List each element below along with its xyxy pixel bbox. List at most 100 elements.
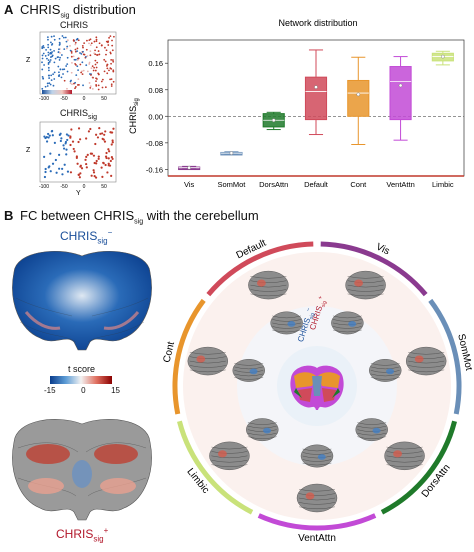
embed-point	[106, 72, 109, 75]
embed-sig-point	[64, 142, 67, 145]
colorbar-tick-max: 15	[111, 386, 120, 395]
embed-point	[82, 84, 84, 87]
embed-point	[49, 48, 52, 51]
embed-xtick-label: -50	[60, 184, 67, 190]
embed-sig-point	[109, 159, 112, 163]
cerebellum-thumbnail	[345, 270, 386, 300]
embed-xtick-label: -100	[39, 96, 49, 102]
embed-point	[63, 68, 66, 71]
box-mean-point	[314, 85, 318, 89]
embed-point	[86, 39, 88, 42]
embed-point	[90, 67, 93, 70]
panel-b-letter: B	[4, 208, 14, 223]
embed-point	[77, 78, 80, 81]
cerebellum-thumbnail	[232, 359, 265, 382]
embed-point	[59, 51, 61, 54]
embed-sig-point	[59, 132, 62, 135]
embed-point	[89, 86, 92, 89]
embed-point	[94, 69, 97, 72]
cerebellum-thumbnail	[187, 346, 229, 376]
box-mean-point	[356, 92, 361, 97]
network-ring-diagram: Default VisSomMotDorsAttnVentAttnLimbicCo…	[162, 238, 472, 544]
embed-point	[94, 49, 96, 52]
embed-sig-point	[59, 139, 62, 143]
embed-point	[74, 86, 77, 88]
embed-point	[110, 62, 112, 65]
ring-arc	[428, 298, 462, 415]
embed-point	[53, 49, 55, 52]
embed-point	[101, 86, 104, 89]
embed-bottom-title: CHRISsig	[60, 108, 97, 121]
embed-sig-point	[63, 163, 66, 166]
embed-sig-point	[101, 175, 104, 178]
embed-sig-point	[105, 151, 108, 155]
embed-point	[58, 59, 61, 61]
chart-boxes	[178, 49, 454, 171]
embed-sig-point	[85, 166, 88, 169]
embed-point	[66, 45, 69, 48]
embed-point	[95, 36, 98, 39]
embed-xtick-label: 50	[101, 184, 107, 190]
embed-sig-point	[103, 140, 107, 143]
embed-point	[47, 38, 49, 41]
embed-point	[76, 59, 79, 61]
embed-point	[97, 73, 100, 76]
embed-point	[53, 38, 56, 41]
cerebellum-thumbnail	[300, 444, 334, 468]
ring-label: VentAttn	[298, 533, 336, 544]
embed-point	[95, 80, 97, 83]
box-mean-point	[187, 165, 191, 170]
pos-label-main: CHRIS	[56, 527, 94, 541]
cerebellum-thumbnail	[270, 311, 303, 335]
embed-point	[101, 78, 104, 81]
embed-sig-point	[47, 136, 50, 139]
cerebellum-thumbnail	[248, 270, 289, 300]
embed-sig-point	[44, 170, 47, 174]
embed-point	[103, 58, 106, 61]
embed-point	[53, 71, 56, 74]
inner-neg-sup: −	[306, 307, 313, 313]
embed-point	[112, 70, 115, 73]
embed-point	[109, 67, 112, 70]
embed-point	[62, 73, 64, 75]
embed-sig-point	[54, 158, 57, 162]
embed-sig-point	[77, 127, 81, 130]
embed-point	[50, 79, 53, 81]
embed-sig-point	[87, 130, 91, 133]
embed-point	[70, 71, 73, 74]
embed-sig-point	[53, 141, 56, 144]
ring-label: Limbic	[184, 466, 211, 495]
embed-point	[58, 41, 61, 44]
panel-b-title-pre: FC between CHRIS	[20, 208, 135, 223]
embed-point	[88, 82, 91, 84]
inner-pos-sup: +	[318, 295, 325, 301]
embed-point	[66, 70, 69, 73]
inner-pos-sub: sig	[320, 300, 328, 308]
embed-point	[79, 52, 81, 54]
embed-point	[112, 35, 115, 38]
embed-point	[50, 41, 52, 44]
embed-sig-point	[96, 136, 100, 139]
panel-b-title-post: with the cerebellum	[143, 208, 259, 223]
embed-point	[47, 61, 50, 64]
embed-point	[107, 41, 109, 44]
embed-point	[64, 36, 67, 39]
ring-arc	[320, 241, 428, 297]
embed-sig-point	[65, 148, 68, 151]
embed-sig-point	[111, 157, 114, 160]
neg-label-sub: sig	[97, 236, 108, 246]
ring-arc	[257, 513, 377, 531]
embed-point	[75, 38, 78, 41]
embed-point	[77, 39, 80, 42]
embed-point	[89, 50, 92, 53]
embed-point	[76, 50, 79, 52]
embed-top-dots: -100 -50 0 50	[39, 35, 115, 102]
panel-b-title-sub: sig	[134, 218, 144, 226]
pos-label-sub: sig	[93, 534, 104, 544]
cerebellum-thumbnail	[369, 359, 402, 382]
embed-point	[93, 66, 96, 69]
embed-bottom-title-sub: sig	[88, 113, 97, 121]
embed-point	[95, 46, 98, 49]
neg-label-sup: −	[107, 228, 113, 237]
chart-category-labels: Vis SomMot DorsAttn Default Cont VentAttn Limb…	[184, 180, 454, 189]
